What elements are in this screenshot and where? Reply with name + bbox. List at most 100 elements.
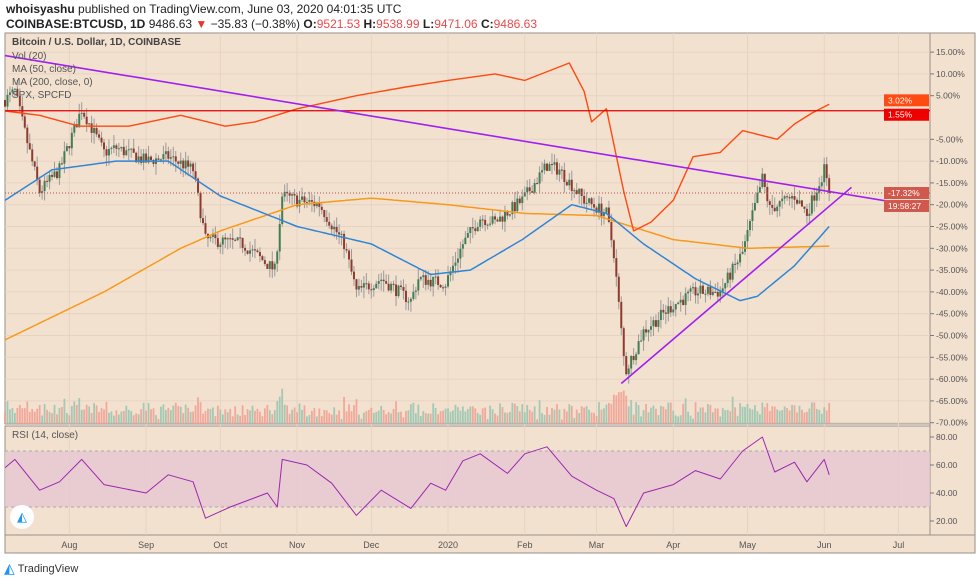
candle [323, 210, 326, 218]
volume-bar [749, 408, 751, 424]
volume-bar [194, 405, 197, 424]
candle [788, 197, 791, 199]
candle [4, 100, 6, 107]
open-label: O: [303, 17, 317, 31]
candle [110, 147, 113, 149]
legend-rsi[interactable]: RSI (14, close) [12, 430, 79, 441]
volume-bar [400, 411, 402, 424]
volume-bar [627, 406, 630, 424]
volume-bar [100, 408, 103, 424]
candle [256, 250, 259, 253]
volume-bar [41, 415, 44, 424]
price-axis-label: -30.00% [936, 243, 968, 253]
volume-bar [791, 404, 793, 424]
volume-bar [464, 411, 467, 424]
volume-bar [620, 392, 623, 424]
volume-bar [360, 418, 363, 424]
volume-bar [474, 408, 477, 424]
volume-bar [330, 414, 333, 424]
candle [387, 283, 390, 291]
legend-spx[interactable]: SPX, SPCFD [12, 90, 72, 101]
candle [125, 150, 128, 156]
volume-bar [640, 416, 642, 424]
candle [689, 288, 692, 292]
candle [605, 207, 608, 213]
candle [132, 148, 135, 153]
candle [474, 228, 477, 232]
volume-bar [68, 415, 71, 424]
candle [58, 163, 61, 179]
candle [617, 276, 620, 302]
footer-brand[interactable]: ◭ TradingView [4, 560, 78, 577]
volume-bar [603, 408, 605, 424]
time-label: Sep [138, 540, 154, 550]
candle [135, 152, 138, 163]
time-axis [4, 534, 976, 554]
candle [442, 287, 445, 289]
author-name[interactable]: whoisyashu [6, 2, 75, 16]
candle [786, 196, 789, 198]
volume-bar [127, 409, 130, 424]
volume-bar [58, 407, 61, 424]
tradingview-badge[interactable]: ◭ [10, 505, 34, 529]
candle [635, 354, 638, 361]
legend-ma50[interactable]: MA (50, close) [12, 64, 76, 75]
volume-bar [526, 404, 529, 424]
candle [85, 116, 88, 125]
volume-bar [637, 405, 640, 424]
candle [263, 260, 266, 264]
volume-bar [721, 407, 724, 424]
volume-bar [303, 405, 306, 424]
volume-bar [313, 408, 316, 424]
volume-bar [650, 407, 652, 424]
candle [335, 226, 338, 233]
chart-title: Bitcoin / U.S. Dollar, 1D, COINBASE [12, 37, 181, 48]
candle [437, 276, 440, 285]
candle [625, 356, 628, 375]
volume-bar [259, 411, 261, 424]
candle [169, 157, 172, 159]
candle [724, 283, 727, 289]
volume-bar [815, 408, 818, 424]
volume-bar [796, 412, 798, 424]
candle [429, 279, 432, 287]
candle [404, 290, 407, 303]
price-axis-label: -40.00% [936, 287, 968, 297]
last-price: 9486.63 [148, 17, 193, 31]
candle [744, 241, 747, 252]
candle [602, 212, 605, 217]
volume-bar [736, 415, 739, 424]
volume-bar [692, 418, 694, 424]
volume-bar [585, 406, 588, 424]
volume-bar [117, 414, 120, 424]
candle [315, 203, 318, 207]
legend-volume[interactable]: Vol (20) [12, 51, 47, 62]
candle [583, 195, 586, 204]
volume-bar [380, 405, 383, 424]
candle [610, 222, 613, 241]
volume-bar [756, 411, 759, 424]
candle [699, 285, 702, 294]
volume-bar [83, 409, 86, 424]
volume-bar [558, 409, 561, 424]
volume-bar [11, 408, 14, 424]
volume-bar [315, 416, 318, 424]
volume-bar [496, 415, 499, 424]
candle [244, 247, 247, 251]
candle [454, 262, 457, 266]
candle [771, 204, 774, 208]
candle [768, 201, 771, 205]
volume-bar [444, 408, 447, 424]
candle [491, 216, 494, 224]
legend-ma200[interactable]: MA (200, close, 0) [12, 77, 93, 88]
candle [798, 200, 801, 204]
candle [385, 281, 388, 284]
price-axis-label: -25.00% [936, 222, 968, 232]
volume-bar [340, 419, 343, 424]
price-chart[interactable]: Aug Sep Oct Nov Dec 2020 Feb Mar Apr May Jun Jul 15.… [0, 0, 980, 560]
volume-bar [610, 403, 613, 424]
volume-bar [810, 402, 813, 424]
candle [370, 289, 373, 291]
ma50-line [4, 160, 830, 302]
candle [422, 275, 425, 278]
